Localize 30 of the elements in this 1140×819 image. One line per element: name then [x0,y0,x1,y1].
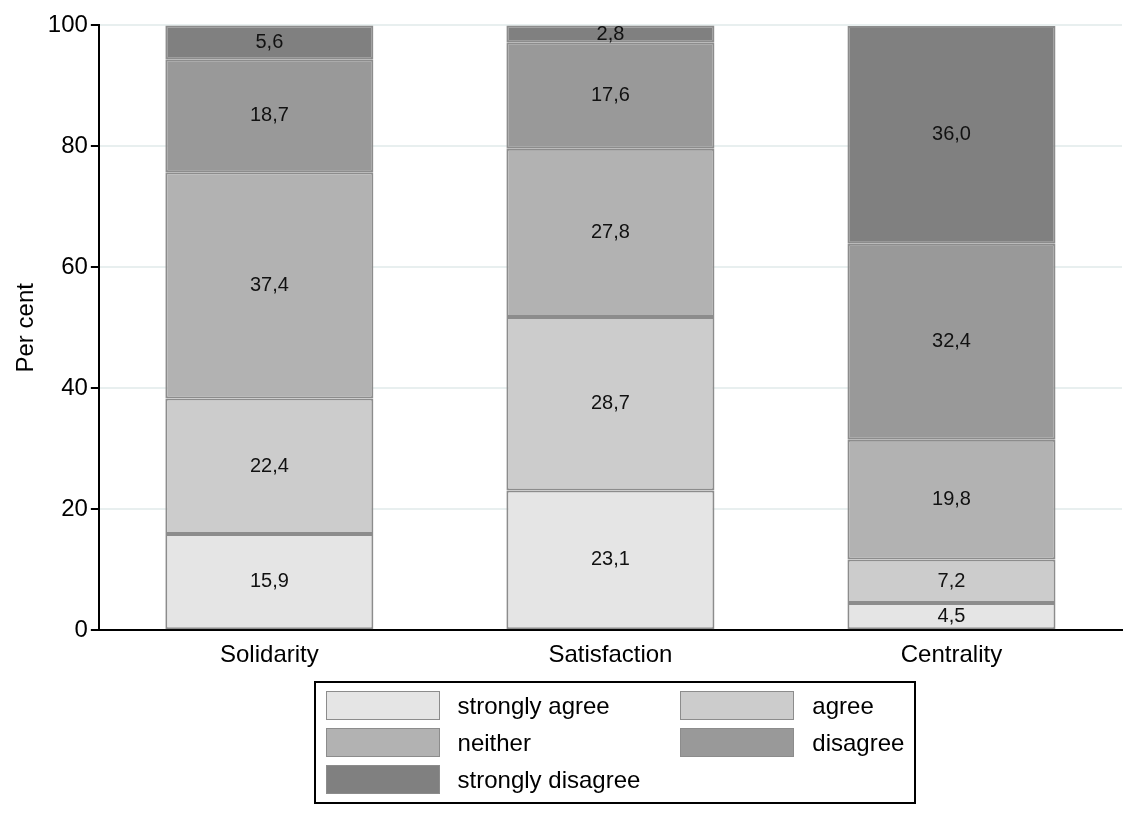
y-tick-label: 60 [61,251,88,279]
y-tick-label: 80 [61,130,88,158]
data-label: 18,7 [249,103,289,126]
x-tick-label: Satisfaction [548,640,673,668]
data-label: 22,4 [249,453,289,476]
y-tick-label: 100 [47,10,88,38]
data-label: 37,4 [249,272,289,295]
data-label: 36,0 [932,122,971,145]
legend-label: agree [812,691,874,720]
y-tick-label: 0 [74,614,88,642]
data-label: 27,8 [590,220,630,243]
x-tick-label: Centrality [900,640,1003,668]
data-label: 4,5 [937,603,966,626]
legend-label: strongly agree [457,691,610,720]
legend-label: neither [457,728,531,757]
y-tick-label: 20 [61,493,88,521]
data-label: 17,6 [590,83,630,106]
data-label: 2,8 [596,22,625,45]
data-label: 32,4 [932,329,971,352]
x-tick-label: Solidarity [220,640,319,668]
legend-label: disagree [812,728,905,757]
data-label: 23,1 [590,547,630,570]
legend-label: strongly disagree [457,765,641,794]
y-tick-label: 40 [61,372,88,400]
y-axis-title: Per cent [11,282,39,373]
data-label: 7,2 [937,568,966,591]
data-label: 5,6 [255,29,284,52]
data-label: 15,9 [249,569,289,592]
data-label: 28,7 [590,391,630,414]
data-label: 19,8 [932,487,971,510]
